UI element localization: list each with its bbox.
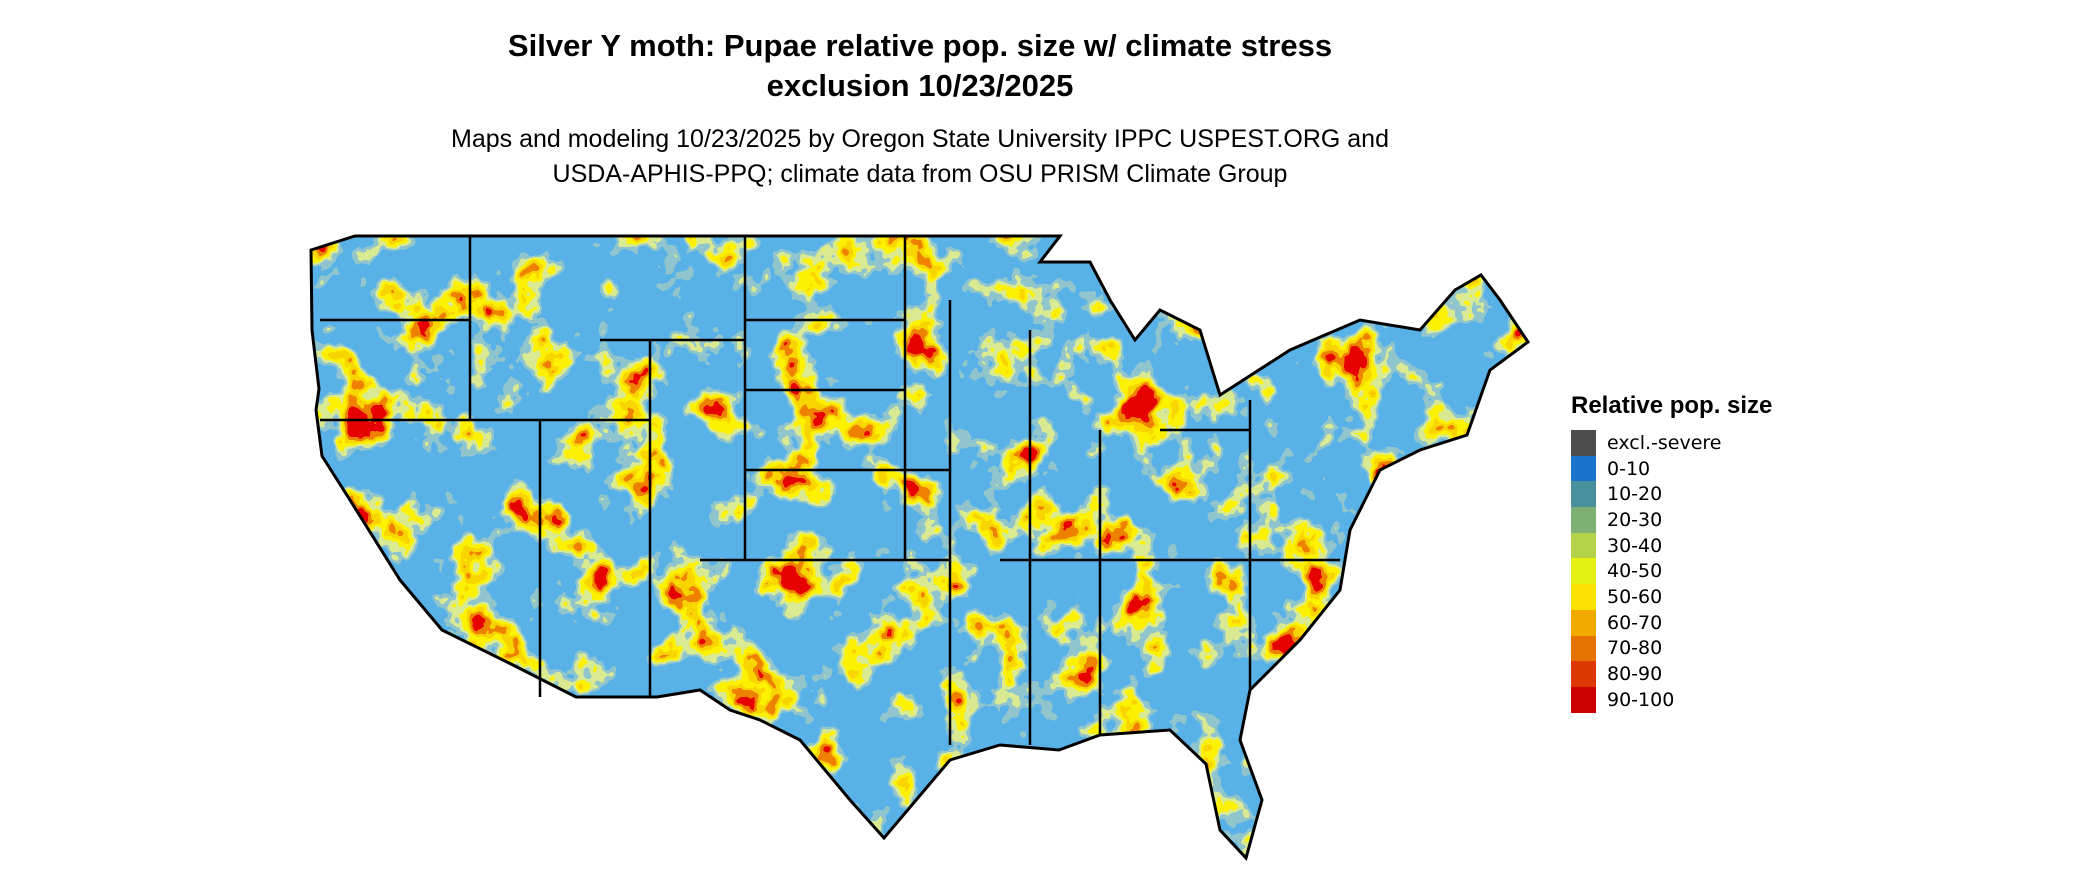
legend-swatch xyxy=(1571,507,1596,533)
legend-item: 10-20 xyxy=(1571,481,1772,508)
legend-swatch xyxy=(1571,635,1596,662)
legend-label: 20-30 xyxy=(1607,508,1663,531)
legend-label: 80-90 xyxy=(1607,663,1663,686)
legend-title: Relative pop. size xyxy=(1571,392,1773,419)
legend-item: 30-40 xyxy=(1571,532,1772,559)
legend-swatch xyxy=(1571,558,1596,585)
legend-label: 10-20 xyxy=(1607,483,1663,506)
legend-swatch xyxy=(1571,584,1596,610)
legend-label: 60-70 xyxy=(1607,611,1663,634)
legend-swatch xyxy=(1571,455,1596,482)
map-title-line-1: Silver Y moth: Pupae relative pop. size … xyxy=(507,28,1333,63)
legend-swatch xyxy=(1571,661,1596,687)
legend-items: excl.-severe 0-10 10-20 20-30 30-40 40-50 50-6… xyxy=(1571,430,1772,713)
legend-item: 70-80 xyxy=(1571,635,1772,662)
legend-swatch xyxy=(1571,686,1596,713)
legend-label: excl.-severe xyxy=(1607,431,1722,454)
population-raster xyxy=(311,236,1528,858)
legend-label: 50-60 xyxy=(1607,585,1663,608)
legend-item: 80-90 xyxy=(1571,661,1772,687)
state-borders xyxy=(320,236,1340,745)
legend-swatch xyxy=(1571,481,1596,508)
legend-item: 60-70 xyxy=(1571,609,1772,636)
legend: Relative pop. size excl.-severe 0-10 10-20… xyxy=(1571,392,1772,713)
legend-label: 40-50 xyxy=(1607,560,1663,583)
legend-swatch xyxy=(1571,532,1596,559)
legend-item: 20-30 xyxy=(1571,507,1772,533)
subtitle-line-1: Maps and modeling 10/23/2025 by Oregon S… xyxy=(451,125,1389,153)
legend-item: 50-60 xyxy=(1571,584,1772,610)
subtitle-line-2: USDA-APHIS-PPQ; climate data from OSU PR… xyxy=(552,160,1288,188)
legend-item: 0-10 xyxy=(1571,455,1772,482)
legend-label: 70-80 xyxy=(1607,637,1663,660)
legend-item: excl.-severe xyxy=(1571,430,1772,456)
map-title-line-2: exclusion 10/23/2025 xyxy=(766,68,1074,103)
legend-swatch xyxy=(1571,609,1596,636)
legend-item: 90-100 xyxy=(1571,686,1772,713)
legend-item: 40-50 xyxy=(1571,558,1772,585)
legend-swatch xyxy=(1571,430,1596,456)
legend-label: 0-10 xyxy=(1607,457,1651,480)
legend-label: 30-40 xyxy=(1607,534,1663,557)
legend-label: 90-100 xyxy=(1607,688,1675,711)
